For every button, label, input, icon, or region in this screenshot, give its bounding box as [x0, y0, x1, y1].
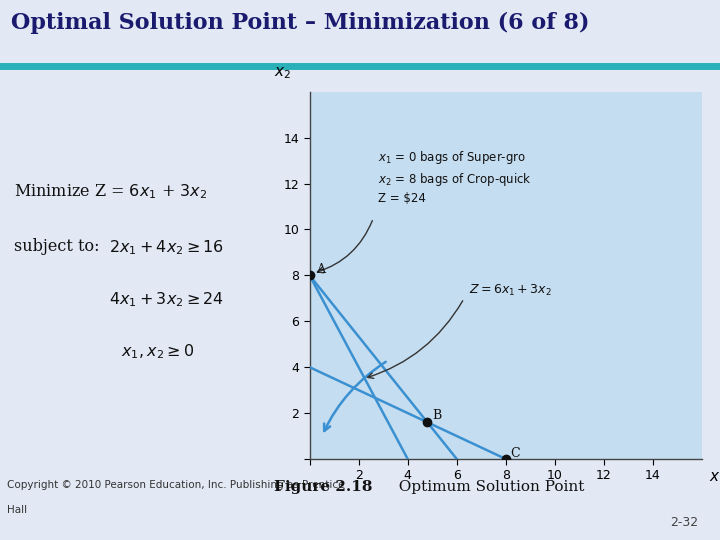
X-axis label: $x_1$: $x_1$ [709, 470, 720, 485]
Text: Minimize Z = $6x_1$ + $3x_2$: Minimize Z = $6x_1$ + $3x_2$ [14, 182, 207, 201]
Text: Copyright © 2010 Pearson Education, Inc. Publishing as Prentice: Copyright © 2010 Pearson Education, Inc.… [7, 481, 345, 490]
Text: subject to:: subject to: [14, 238, 100, 255]
Text: $Z = 6x_1 + 3x_2$: $Z = 6x_1 + 3x_2$ [469, 283, 552, 298]
Text: Optimum Solution Point: Optimum Solution Point [389, 481, 584, 494]
Text: C: C [510, 447, 521, 460]
Text: B: B [432, 409, 441, 422]
Text: Figure 2.18: Figure 2.18 [274, 481, 372, 494]
Text: Optimal Solution Point – Minimization (6 of 8): Optimal Solution Point – Minimization (6… [11, 11, 589, 33]
Y-axis label: $x_2$: $x_2$ [274, 65, 291, 81]
Text: 2-32: 2-32 [670, 516, 698, 529]
Text: A: A [316, 263, 325, 276]
Text: $x_1$ = 0 bags of Super-gro
$x_2$ = 8 bags of Crop-quick
Z = $24: $x_1$ = 0 bags of Super-gro $x_2$ = 8 ba… [378, 149, 532, 205]
Text: $2x_1 + 4x_2 \geq 16$: $2x_1 + 4x_2 \geq 16$ [109, 238, 225, 256]
Text: $4x_1 + 3x_2 \geq 24$: $4x_1 + 3x_2 \geq 24$ [109, 290, 225, 309]
Text: $x_1, x_2 \geq 0$: $x_1, x_2 \geq 0$ [121, 342, 194, 361]
Text: Hall: Hall [7, 505, 27, 515]
